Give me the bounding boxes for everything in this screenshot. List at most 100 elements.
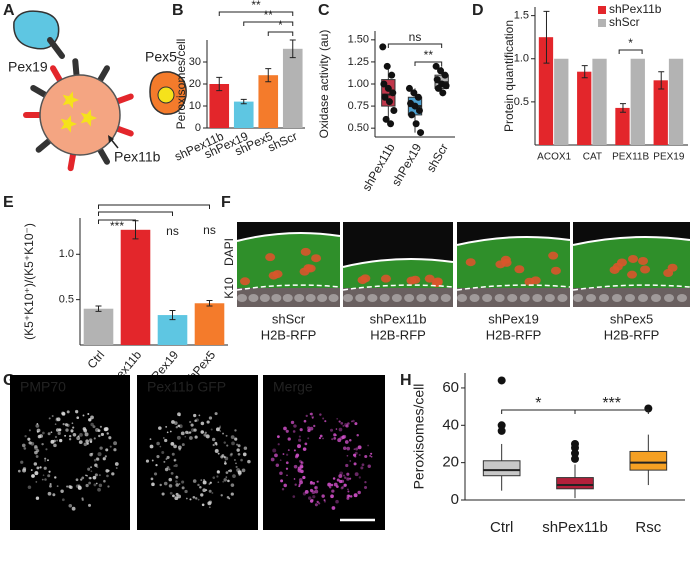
speckle <box>23 447 27 450</box>
error-bar <box>240 98 247 105</box>
y-tick-label: 0.5 <box>59 294 74 306</box>
speckle <box>180 431 185 436</box>
nucleus-dapi <box>638 294 648 302</box>
speckle <box>275 463 280 467</box>
nucleus-dapi <box>482 294 493 302</box>
speckle <box>166 455 170 460</box>
speckle <box>66 410 70 414</box>
outlier <box>571 443 579 452</box>
speckle <box>230 483 235 487</box>
speckle <box>304 489 309 494</box>
data-point <box>384 84 392 92</box>
speckle <box>345 424 349 428</box>
speckle <box>344 476 347 479</box>
speckle <box>54 435 58 439</box>
y-tick-label: 1.25 <box>348 56 369 68</box>
speckle <box>318 502 321 505</box>
speckle <box>56 485 59 488</box>
node-label: Pex19 <box>8 59 48 75</box>
y-axis-label: Peroxisomes/cell <box>411 384 427 490</box>
condition-label: shScr <box>272 311 306 326</box>
speckle <box>159 445 162 448</box>
speckle <box>99 425 102 428</box>
nucleus-dapi <box>532 294 543 302</box>
nucleus-dapi <box>305 294 316 302</box>
significance-label: * <box>535 395 541 412</box>
nucleus-dapi <box>379 294 390 302</box>
speckle <box>165 458 168 460</box>
speckle <box>340 486 344 490</box>
speckle <box>356 434 359 437</box>
speckle <box>346 446 351 451</box>
speckle <box>282 453 285 455</box>
speckle <box>336 485 339 489</box>
speckle <box>35 423 40 428</box>
speckle <box>159 483 162 487</box>
speckle <box>307 426 311 430</box>
data-point <box>379 43 387 51</box>
nucleus-dapi <box>440 294 451 302</box>
speckle <box>364 454 368 459</box>
speckle <box>61 411 65 416</box>
nucleus-dapi <box>557 294 568 302</box>
stain-label: K10 <box>222 277 236 299</box>
speckle <box>212 476 216 479</box>
speckle <box>234 437 238 441</box>
data-point <box>382 115 390 123</box>
speckle <box>346 496 350 500</box>
nucleus-dapi <box>469 294 480 302</box>
speckle <box>200 430 205 434</box>
nucleus-dapi <box>391 294 402 302</box>
bar <box>258 75 279 128</box>
nucleus <box>380 274 391 283</box>
speckle <box>217 452 220 455</box>
speckle <box>355 447 359 451</box>
speckle <box>81 497 84 500</box>
speckle <box>311 417 314 419</box>
error-bar <box>169 310 176 321</box>
speckle <box>115 467 118 469</box>
speckle <box>226 444 229 447</box>
speckle <box>314 489 319 494</box>
speckle <box>156 441 160 446</box>
significance-label: * <box>278 18 283 32</box>
speckle <box>214 448 219 453</box>
pex19-stub <box>47 37 65 59</box>
speckle <box>82 414 85 417</box>
speckle <box>298 438 302 442</box>
data-point <box>434 84 442 92</box>
speckle <box>303 419 307 423</box>
speckle <box>294 483 297 486</box>
surface-line <box>572 235 691 246</box>
basement-line <box>342 284 454 291</box>
speckle <box>169 491 173 495</box>
speckle <box>33 462 38 466</box>
legend-swatch <box>598 6 606 14</box>
speckle <box>93 458 97 462</box>
speckle <box>208 506 211 509</box>
speckle <box>287 437 291 441</box>
speckle <box>77 435 80 438</box>
speckle <box>170 442 175 446</box>
speckle <box>235 462 237 465</box>
speckle <box>68 434 72 438</box>
speckle <box>163 460 166 463</box>
pex5-cargo <box>157 86 175 104</box>
speckle <box>350 420 353 423</box>
nucleus-dapi <box>259 294 270 302</box>
data-point <box>389 89 397 97</box>
speckle <box>81 476 85 480</box>
nucleus-dapi <box>599 294 609 302</box>
speckle <box>88 418 92 422</box>
speckle <box>370 455 373 458</box>
speckle <box>323 499 326 502</box>
bar <box>282 48 303 128</box>
nucleus-dapi <box>328 294 339 302</box>
significance-bracket <box>387 43 443 48</box>
speckle <box>165 425 168 428</box>
nucleus <box>424 274 435 283</box>
data-point <box>381 93 389 101</box>
x-tick-label: CAT <box>583 152 602 163</box>
nucleus-dapi <box>586 294 596 302</box>
speckle <box>286 474 288 477</box>
